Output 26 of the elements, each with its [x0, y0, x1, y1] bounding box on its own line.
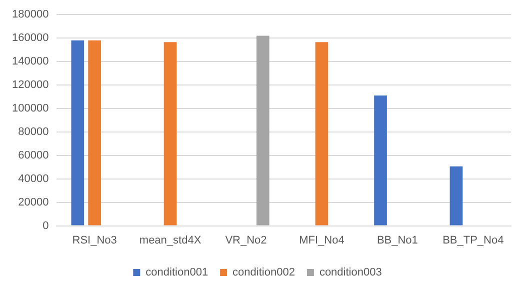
bar — [450, 166, 463, 226]
bar — [88, 40, 101, 226]
bar — [71, 40, 84, 226]
bar — [164, 42, 177, 226]
y-tick-label: 120000 — [12, 79, 49, 92]
x-tick-label: mean_std4X — [139, 234, 202, 246]
y-tick-label: 140000 — [12, 56, 49, 68]
x-tick-label: VR_No2 — [225, 234, 267, 246]
legend-label: condition002 — [232, 266, 295, 279]
y-tick-label: 20000 — [18, 196, 49, 208]
y-tick-label: 180000 — [12, 8, 49, 21]
x-tick-label: MFI_No4 — [299, 234, 344, 246]
bar — [256, 36, 270, 226]
x-tick-label: BB_No1 — [376, 234, 418, 246]
y-tick-label: 160000 — [12, 32, 49, 44]
bar — [315, 42, 328, 226]
legend-label: condition001 — [146, 266, 208, 279]
x-tick-label: BB_TP_No4 — [442, 234, 504, 246]
legend-label: condition003 — [319, 266, 382, 279]
y-tick-label: 60000 — [18, 149, 49, 162]
x-tick-label: RSI_No3 — [72, 234, 117, 246]
y-tick-label: 100000 — [12, 102, 49, 114]
bar — [374, 96, 387, 226]
y-tick-label: 40000 — [18, 172, 49, 185]
y-tick-label: 80000 — [18, 126, 49, 138]
y-tick-label: 0 — [42, 220, 49, 232]
